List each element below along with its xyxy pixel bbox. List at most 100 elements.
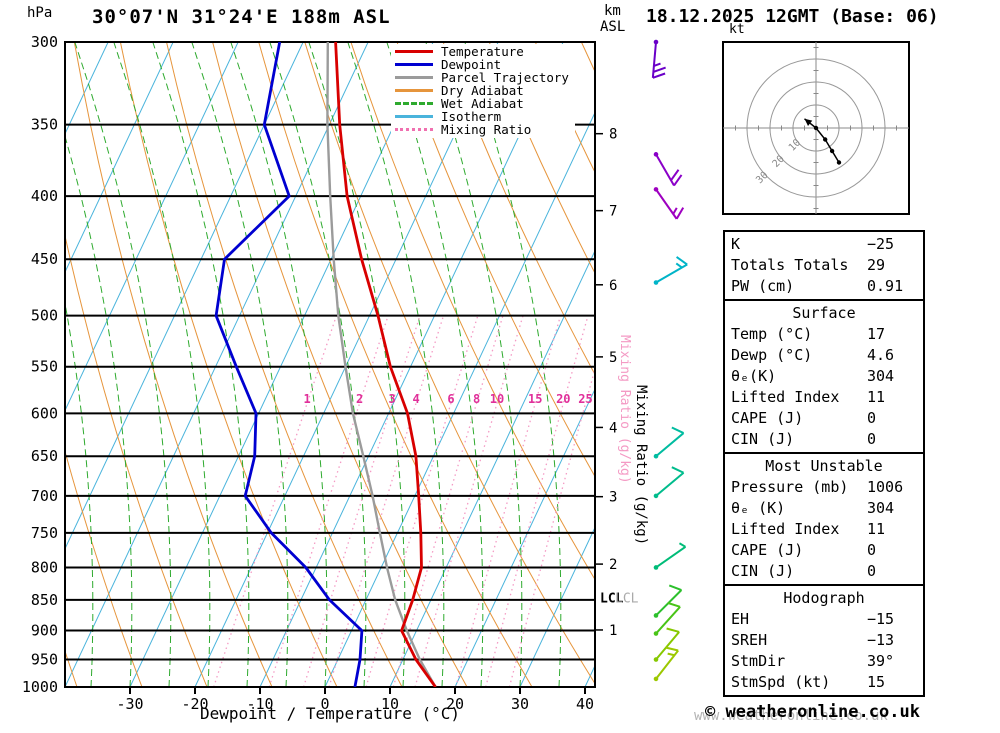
legend-label: Parcel Trajectory [441,70,569,85]
table-row: PW (cm) 0.91 [725,276,923,297]
legend-swatch [395,115,433,118]
row-value: 0.91 [867,277,904,295]
row-value: 39° [867,652,895,670]
table-row: EH −15 [725,609,923,630]
svg-text:500: 500 [31,307,58,325]
table-section: Most Unstable Pressure (mb) 1006 θₑ (K) 304 L… [723,452,925,586]
svg-text:40: 40 [576,695,594,713]
svg-text:-10: -10 [246,695,273,713]
row-value: 0 [867,409,877,427]
legend-label: Temperature [441,44,524,59]
legend-item: Dry Adiabat [395,84,569,97]
row-value: 0 [867,541,877,559]
table-row: CIN (J) 0 [725,561,923,582]
table-section: Surface Temp (°C) 17 Dewp (°C) 4.6 θₑ(K) 304 Li… [723,299,925,454]
svg-text:450: 450 [31,250,58,268]
svg-text:20: 20 [556,392,570,406]
svg-text:2: 2 [356,392,363,406]
row-value: 1006 [867,478,904,496]
table-row: θₑ(K) 304 [725,366,923,387]
svg-text:10: 10 [381,695,399,713]
svg-text:Mixing Ratio (g/kg): Mixing Ratio (g/kg) [617,335,632,484]
x-axis-title: Dewpoint / Temperature (°C) [199,704,461,723]
row-label: Dewp (°C) [731,346,813,364]
table-row: StmSpd (kt) 15 [725,672,923,693]
legend-item: Isotherm [395,110,569,123]
row-value: 304 [867,367,895,385]
row-value: −25 [867,235,895,253]
row-value: 15 [867,673,886,691]
svg-text:300: 300 [31,33,58,51]
svg-text:5: 5 [609,350,617,366]
svg-text:600: 600 [31,404,58,422]
legend-item: Mixing Ratio [395,123,569,136]
table-row: CAPE (J) 0 [725,408,923,429]
table-row: CAPE (J) 0 [725,540,923,561]
svg-text:15: 15 [528,392,542,406]
svg-text:700: 700 [31,487,58,505]
legend-swatch [395,63,433,66]
legend-label: Dewpoint [441,57,502,72]
km-axis-label: km [604,3,621,19]
legend-swatch [395,102,433,105]
svg-text:LCL: LCL [600,592,624,607]
svg-text:7: 7 [609,204,617,220]
svg-text:LCL: LCL [615,592,639,607]
watermark-text: www.weatheronline.co.uk [694,708,888,724]
copyright-text: © weatheronline.co.uk [705,702,920,722]
table-section-header: Most Unstable [765,457,883,475]
svg-text:850: 850 [31,591,58,609]
row-value: 4.6 [867,346,895,364]
row-label: θₑ(K) [731,367,777,385]
legend-label: Isotherm [441,109,502,124]
table-row: SREH −13 [725,630,923,651]
svg-text:4: 4 [412,392,419,406]
row-label: K [731,235,741,253]
legend-swatch [395,76,433,79]
table-row: Totals Totals 29 [725,255,923,276]
row-label: Lifted Index [731,520,840,538]
row-label: SREH [731,631,768,649]
table-row: Dewp (°C) 4.6 [725,345,923,366]
hodograph-unit-label: kt [729,22,745,37]
svg-text:650: 650 [31,447,58,465]
svg-text:550: 550 [31,358,58,376]
row-value: 11 [867,388,886,406]
svg-text:3: 3 [389,392,396,406]
row-label: Pressure (mb) [731,478,849,496]
legend-item: Dewpoint [395,58,569,71]
svg-text:20: 20 [446,695,464,713]
svg-text:6: 6 [447,392,454,406]
row-value: 0 [867,430,877,448]
legend-item: Temperature [395,45,569,58]
table-row: StmDir 39° [725,651,923,672]
row-label: CIN (J) [731,562,795,580]
pressure-unit-label: hPa [27,5,53,21]
asl-axis-label: ASL [600,19,626,35]
row-label: Lifted Index [731,388,840,406]
svg-text:0: 0 [320,695,329,713]
indices-table: K −25 Totals Totals 29 PW (cm) 0.91 Surface Tem… [723,230,925,697]
svg-text:1: 1 [609,623,617,639]
svg-text:6: 6 [609,278,617,294]
row-value: 0 [867,562,877,580]
svg-text:3: 3 [609,490,617,506]
row-value: 29 [867,256,886,274]
table-row: Pressure (mb) 1006 [725,477,923,498]
svg-text:8: 8 [609,127,617,143]
table-row: K −25 [725,234,923,255]
row-value: −15 [867,610,895,628]
svg-text:8: 8 [473,392,480,406]
row-label: Totals Totals [731,256,849,274]
svg-text:10: 10 [490,392,504,406]
row-label: PW (cm) [731,277,795,295]
row-label: EH [731,610,750,628]
table-row: Temp (°C) 17 [725,324,923,345]
legend-item: Parcel Trajectory [395,71,569,84]
svg-text:950: 950 [31,651,58,669]
chart-legend: Temperature Dewpoint Parcel Trajectory Dry … [391,44,575,138]
row-label: θₑ (K) [731,499,786,517]
row-value: 11 [867,520,886,538]
